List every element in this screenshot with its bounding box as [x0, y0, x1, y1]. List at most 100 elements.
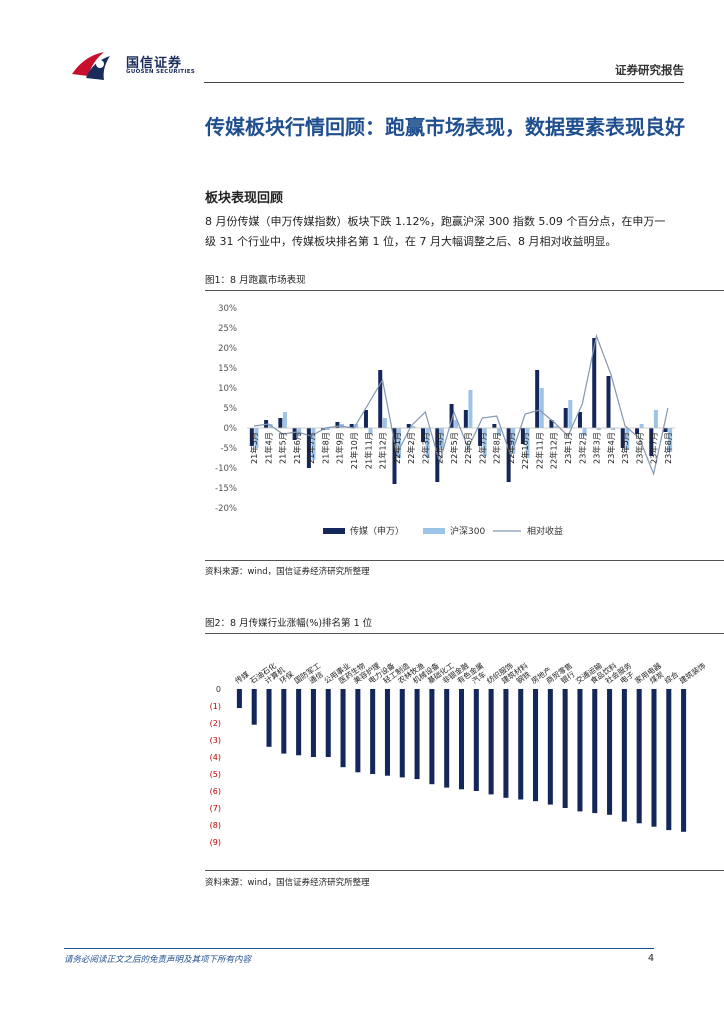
industry-bar — [310, 689, 316, 757]
figure2-source: 资料来源：wind，国信证券经济研究所整理 — [205, 878, 370, 888]
media-bar — [606, 376, 611, 428]
guosen-logo-icon — [72, 52, 110, 80]
media-bar — [306, 428, 311, 468]
industry-bar — [355, 689, 361, 773]
figure1-bottom-rule — [205, 560, 724, 561]
section-title: 传媒板块行情回顾：跑赢市场表现，数据要素表现良好 — [205, 115, 685, 139]
x-tick-label: 23年1月 — [563, 432, 573, 464]
hs300-bar — [411, 426, 416, 428]
industry-ranking-chart: 0(1)(2)(3)(4)(5)(6)(7)(8)(9)传媒石油石化计算机环保国… — [210, 660, 708, 847]
industry-bar — [547, 689, 553, 805]
y-tick-label: 0% — [224, 424, 238, 434]
media-bar — [635, 428, 640, 434]
hs300-bar — [454, 420, 459, 428]
hs300-bar — [354, 424, 359, 428]
media-bar — [478, 428, 483, 446]
industry-bar — [340, 689, 346, 768]
industry-bar — [444, 689, 450, 788]
x-tick-label: 21年12月 — [378, 432, 388, 469]
hs300-bar — [311, 428, 316, 460]
y-tick-label: 10% — [218, 384, 237, 394]
legend-media-label: 传媒（申万） — [350, 525, 404, 537]
hs300-bar — [496, 428, 501, 436]
industry-bar — [370, 689, 376, 774]
industry-bar — [429, 689, 435, 785]
media-bar — [349, 424, 354, 428]
x-tick-label: 22年6月 — [463, 432, 473, 464]
y-tick-label: (1) — [210, 702, 221, 711]
media-bar — [592, 338, 597, 428]
media-bar — [520, 428, 525, 444]
y-tick-label: 30% — [218, 304, 237, 314]
x-tick-label: 23年6月 — [634, 432, 644, 464]
media-bar — [249, 428, 254, 446]
x-tick-label: 23年3月 — [592, 432, 602, 464]
industry-bar — [414, 689, 420, 780]
x-tick-label: 21年5月 — [278, 432, 288, 464]
y-tick-label: 5% — [224, 404, 238, 414]
y-tick-label: (7) — [210, 804, 221, 813]
media-bar — [492, 424, 497, 428]
x-tick-label: 23年8月 — [663, 432, 673, 464]
industry-bar — [533, 689, 539, 802]
hs300-bar — [425, 428, 430, 458]
x-tick-label: 23年4月 — [606, 432, 616, 464]
y-tick-label: (4) — [210, 753, 221, 762]
media-bar — [421, 428, 426, 442]
x-tick-label: 22年8月 — [492, 432, 502, 464]
media-bar — [363, 410, 368, 428]
industry-bar — [681, 689, 687, 832]
y-tick-label: -15% — [215, 484, 237, 494]
hs300-bar — [596, 428, 601, 430]
media-bar — [392, 428, 397, 484]
subheading: 板块表现回顾 — [205, 191, 284, 206]
y-tick-label: 0 — [216, 685, 221, 694]
industry-bar — [296, 689, 302, 756]
guosen-logo: 国信证券 GUOSEN SECURITIES — [70, 46, 210, 86]
figure1-source: 资料来源：wind，国信证券经济研究所整理 — [205, 567, 370, 577]
page-number: 4 — [647, 953, 654, 964]
market-performance-chart: -20% -15% -10% -5% 0% 5% 10% 15% 20% 25% 30% 21年3月 2… — [215, 304, 675, 537]
y-tick-label: (5) — [210, 770, 221, 779]
media-bar — [449, 404, 454, 428]
hs300-bar — [297, 428, 302, 436]
x-tick-label: 21年3月 — [249, 432, 259, 464]
x-tick-label: 22年4月 — [435, 432, 445, 464]
media-bar — [406, 424, 411, 428]
x-tick-label: 23年7月 — [649, 432, 659, 464]
media-bar — [620, 428, 625, 448]
x-tick-label: 23年5月 — [620, 432, 630, 464]
y-tick-label: 20% — [218, 344, 237, 354]
hs300-bar — [653, 410, 658, 428]
industry-bar — [399, 689, 405, 778]
x-tick-label: 21年11月 — [363, 432, 373, 469]
x-tick-label: 21年7月 — [306, 432, 316, 464]
media-bar — [535, 370, 540, 428]
footer-divider — [64, 948, 654, 949]
relative-return-line — [254, 333, 669, 477]
hs300-bar — [525, 428, 530, 458]
x-tick-label: 21年9月 — [335, 432, 345, 464]
x-tick-label: 建筑装饰 — [677, 660, 708, 686]
body-paragraph: 8 月份传媒（申万传媒指数）板块下跌 1.12%，跑赢沪深 300 指数 5.0… — [205, 215, 666, 248]
y-tick-label: (8) — [210, 821, 221, 830]
hs300-bar — [482, 428, 487, 456]
industry-bar — [503, 689, 509, 798]
industry-bar — [636, 689, 642, 824]
hs300-bar — [439, 428, 444, 448]
industry-bar — [651, 689, 657, 827]
y-tick-label: (6) — [210, 787, 221, 796]
x-tick-label: 22年11月 — [534, 432, 544, 469]
header-divider — [204, 82, 684, 83]
hs300-bar — [254, 428, 259, 448]
media-bar — [506, 428, 511, 482]
media-bar — [292, 428, 297, 440]
media-bar — [463, 410, 468, 428]
hs300-bar — [368, 428, 373, 434]
y-tick-label: (2) — [210, 719, 221, 728]
y-tick-label: (3) — [210, 736, 221, 745]
industry-bar — [488, 689, 494, 795]
industry-bar — [384, 689, 390, 776]
y-tick-label: 25% — [218, 324, 237, 334]
hs300-bar — [611, 428, 616, 430]
